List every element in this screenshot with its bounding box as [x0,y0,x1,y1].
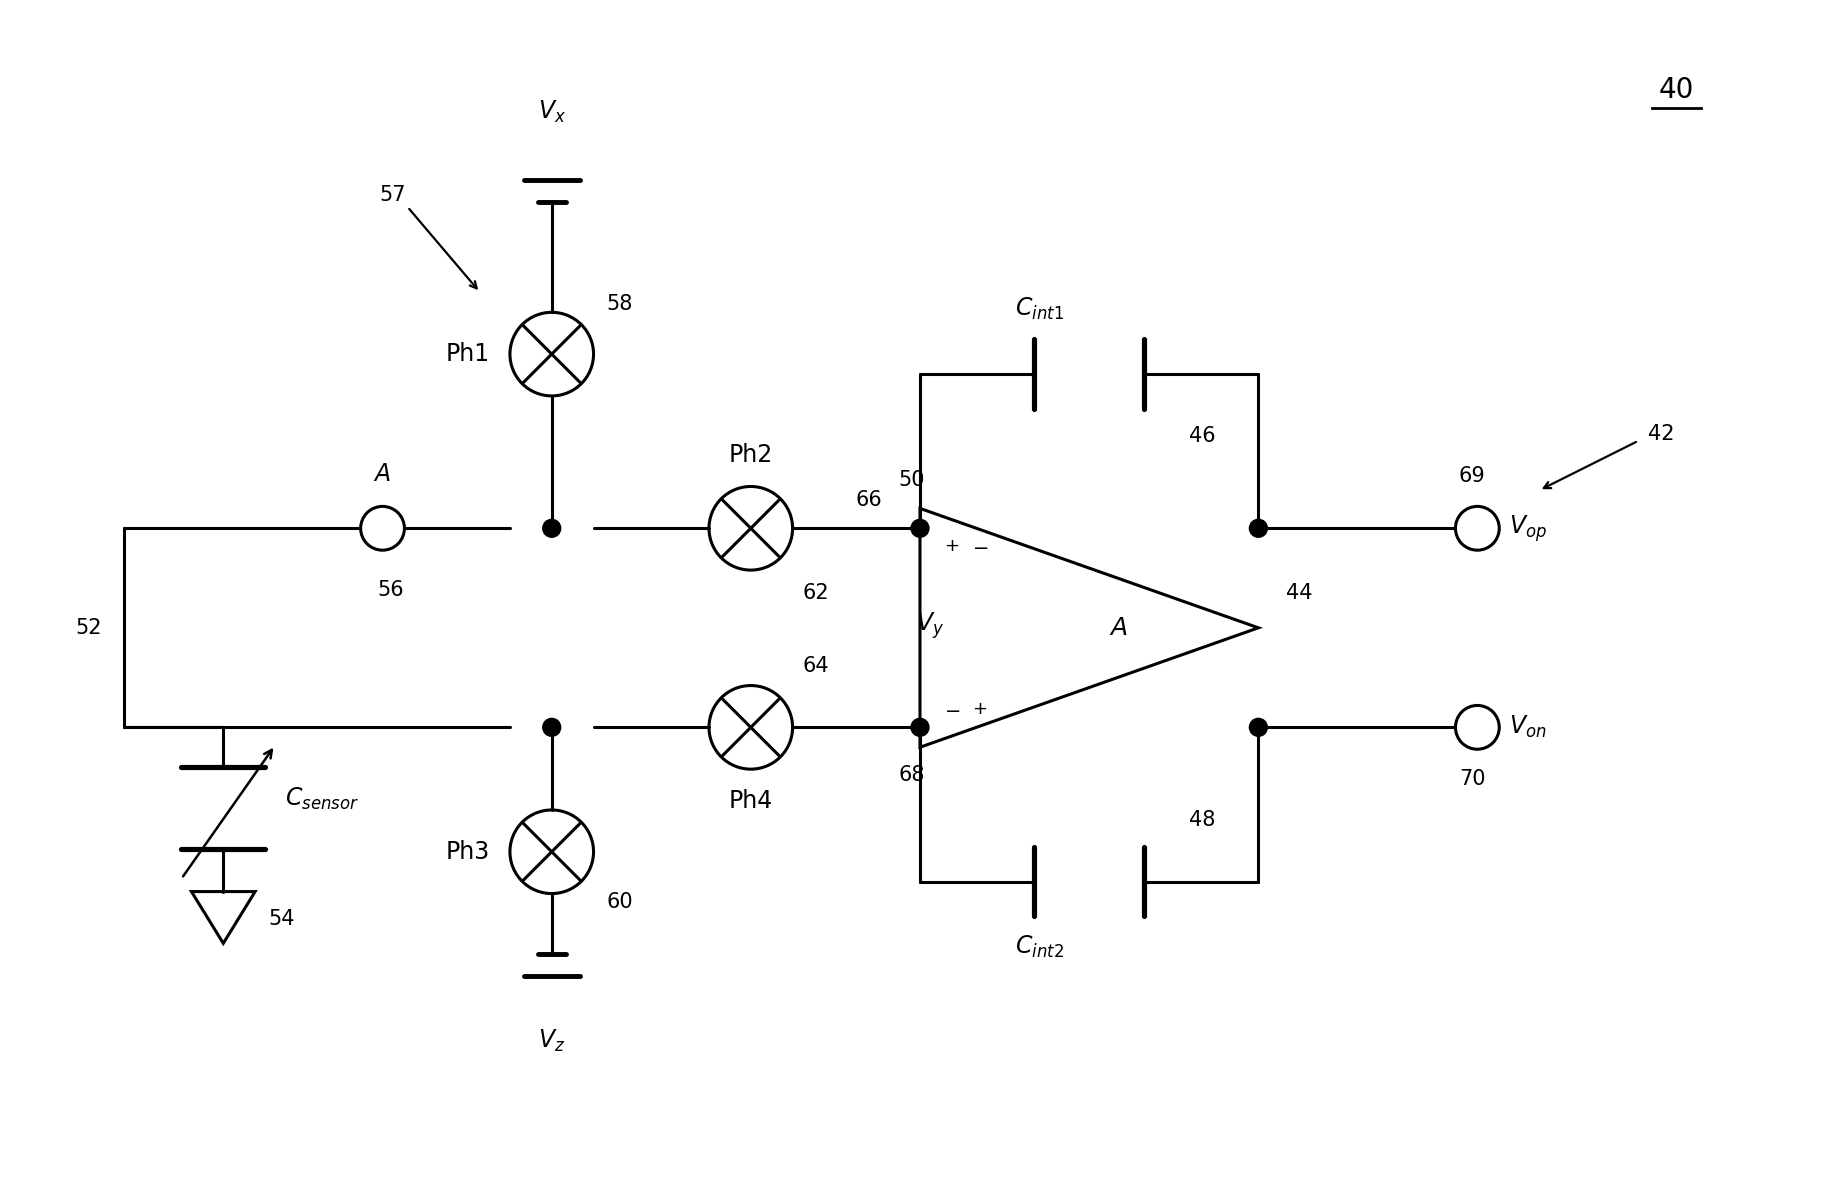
Text: 64: 64 [802,656,830,676]
Text: 60: 60 [606,892,633,912]
Circle shape [543,719,560,736]
Text: Ph3: Ph3 [446,840,490,863]
Text: $V_y$: $V_y$ [916,610,944,641]
Text: 52: 52 [75,617,103,637]
Text: $+$: $+$ [944,537,960,555]
Text: $V_{on}$: $V_{on}$ [1509,714,1546,741]
Text: 70: 70 [1460,769,1485,789]
Text: $+$: $+$ [971,701,988,719]
Circle shape [911,519,929,537]
Circle shape [1250,519,1267,537]
Text: 40: 40 [1658,77,1695,105]
Text: 69: 69 [1460,466,1485,487]
Text: $C_{int1}$: $C_{int1}$ [1015,296,1063,323]
Circle shape [360,507,404,550]
Text: $-$: $-$ [971,537,988,556]
Text: 57: 57 [380,185,406,205]
Text: $C_{sensor}$: $C_{sensor}$ [285,786,360,812]
Circle shape [543,519,560,537]
Text: A: A [375,463,391,487]
Text: 56: 56 [376,580,404,600]
Text: 42: 42 [1649,424,1674,444]
Text: $V_{op}$: $V_{op}$ [1509,512,1548,543]
Text: 46: 46 [1188,425,1215,445]
Text: 58: 58 [606,294,633,315]
Text: Ph1: Ph1 [446,342,490,366]
Text: $V_x$: $V_x$ [538,99,565,125]
Text: $C_{int2}$: $C_{int2}$ [1015,933,1063,960]
Circle shape [1250,719,1267,736]
Text: 66: 66 [856,490,881,510]
Text: 54: 54 [268,909,294,929]
Circle shape [911,719,929,736]
Text: 50: 50 [900,470,925,490]
Circle shape [1456,706,1500,749]
Text: 48: 48 [1188,809,1215,829]
Circle shape [1456,507,1500,550]
Text: A: A [1111,616,1127,640]
Text: 68: 68 [900,766,925,786]
Text: $-$: $-$ [944,700,960,719]
Text: $V_z$: $V_z$ [538,1028,565,1054]
Text: Ph2: Ph2 [729,443,773,466]
Text: Ph4: Ph4 [729,789,773,813]
Text: 44: 44 [1287,583,1313,603]
Text: 62: 62 [802,583,830,603]
